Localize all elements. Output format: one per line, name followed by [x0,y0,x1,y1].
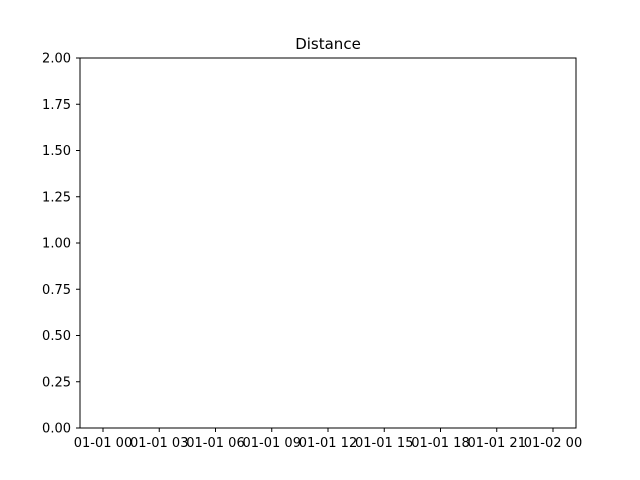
x-tick-label: 01-02 00 [524,436,582,451]
chart-title: Distance [295,35,361,53]
x-tick-label: 01-01 18 [411,436,469,451]
x-tick-label: 01-01 15 [355,436,413,451]
y-tick-label: 0.75 [42,283,71,298]
x-tick-label: 01-01 03 [130,436,188,451]
x-tick-label: 01-01 09 [243,436,301,451]
y-tick-label: 0.00 [42,422,71,437]
x-tick-label: 01-01 00 [74,436,132,451]
y-tick-label: 0.50 [42,329,71,344]
y-tick-label: 2.00 [42,52,71,67]
y-tick-label: 1.75 [42,98,71,113]
y-tick-label: 1.50 [42,144,71,159]
x-tick-label: 01-01 06 [186,436,244,451]
y-tick-label: 1.00 [42,237,71,252]
y-axis: 0.00 0.25 0.50 0.75 1.00 1.25 1.50 1.75 2.00 [42,52,80,437]
plot-area [79,57,577,429]
x-tick-label: 01-01 21 [468,436,526,451]
y-tick-label: 1.25 [42,190,71,205]
y-tick-label: 0.25 [42,375,71,390]
x-tick-label: 01-01 12 [299,436,357,451]
